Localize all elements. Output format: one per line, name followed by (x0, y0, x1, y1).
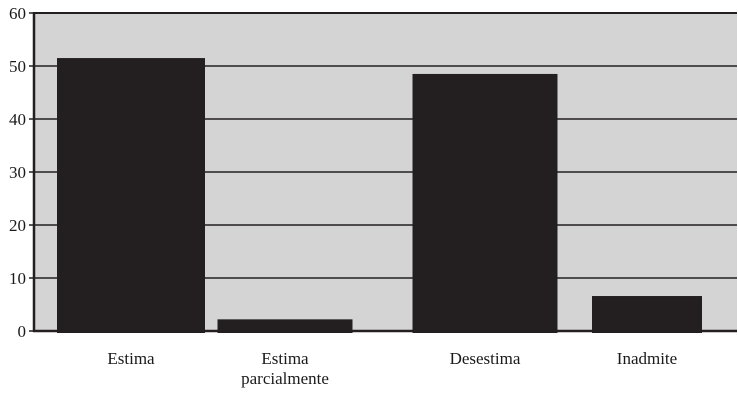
x-category-label-line: parcialmente (241, 369, 329, 388)
bar-estima (57, 58, 205, 334)
x-category-label-desestima: Desestima (450, 349, 521, 368)
x-category-label-estima: Estima (107, 349, 155, 368)
x-category-label-line: Desestima (450, 349, 521, 368)
y-tick-label-30: 30 (9, 163, 26, 182)
y-tick-label-20: 20 (9, 216, 26, 235)
y-tick-label-10: 10 (9, 269, 26, 288)
x-category-label-estima-parcialmente: Estima parcialmente (241, 349, 329, 388)
x-category-label-line: Inadmite (617, 349, 677, 368)
x-category-label-line: Estima (261, 349, 309, 368)
x-category-label-inadmite: Inadmite (617, 349, 677, 368)
bars (57, 58, 702, 334)
y-tick-labels: 0 10 20 30 40 50 60 (9, 4, 34, 341)
y-tick-label-50: 50 (9, 57, 26, 76)
y-tick-label-0: 0 (18, 322, 27, 341)
y-tick-label-40: 40 (9, 110, 26, 129)
x-category-label-line: Estima (107, 349, 155, 368)
bar-desestima (412, 73, 558, 333)
bar-estima-parcialmente (217, 319, 353, 333)
bar-inadmite (592, 296, 702, 333)
y-tick-label-60: 60 (9, 4, 26, 23)
